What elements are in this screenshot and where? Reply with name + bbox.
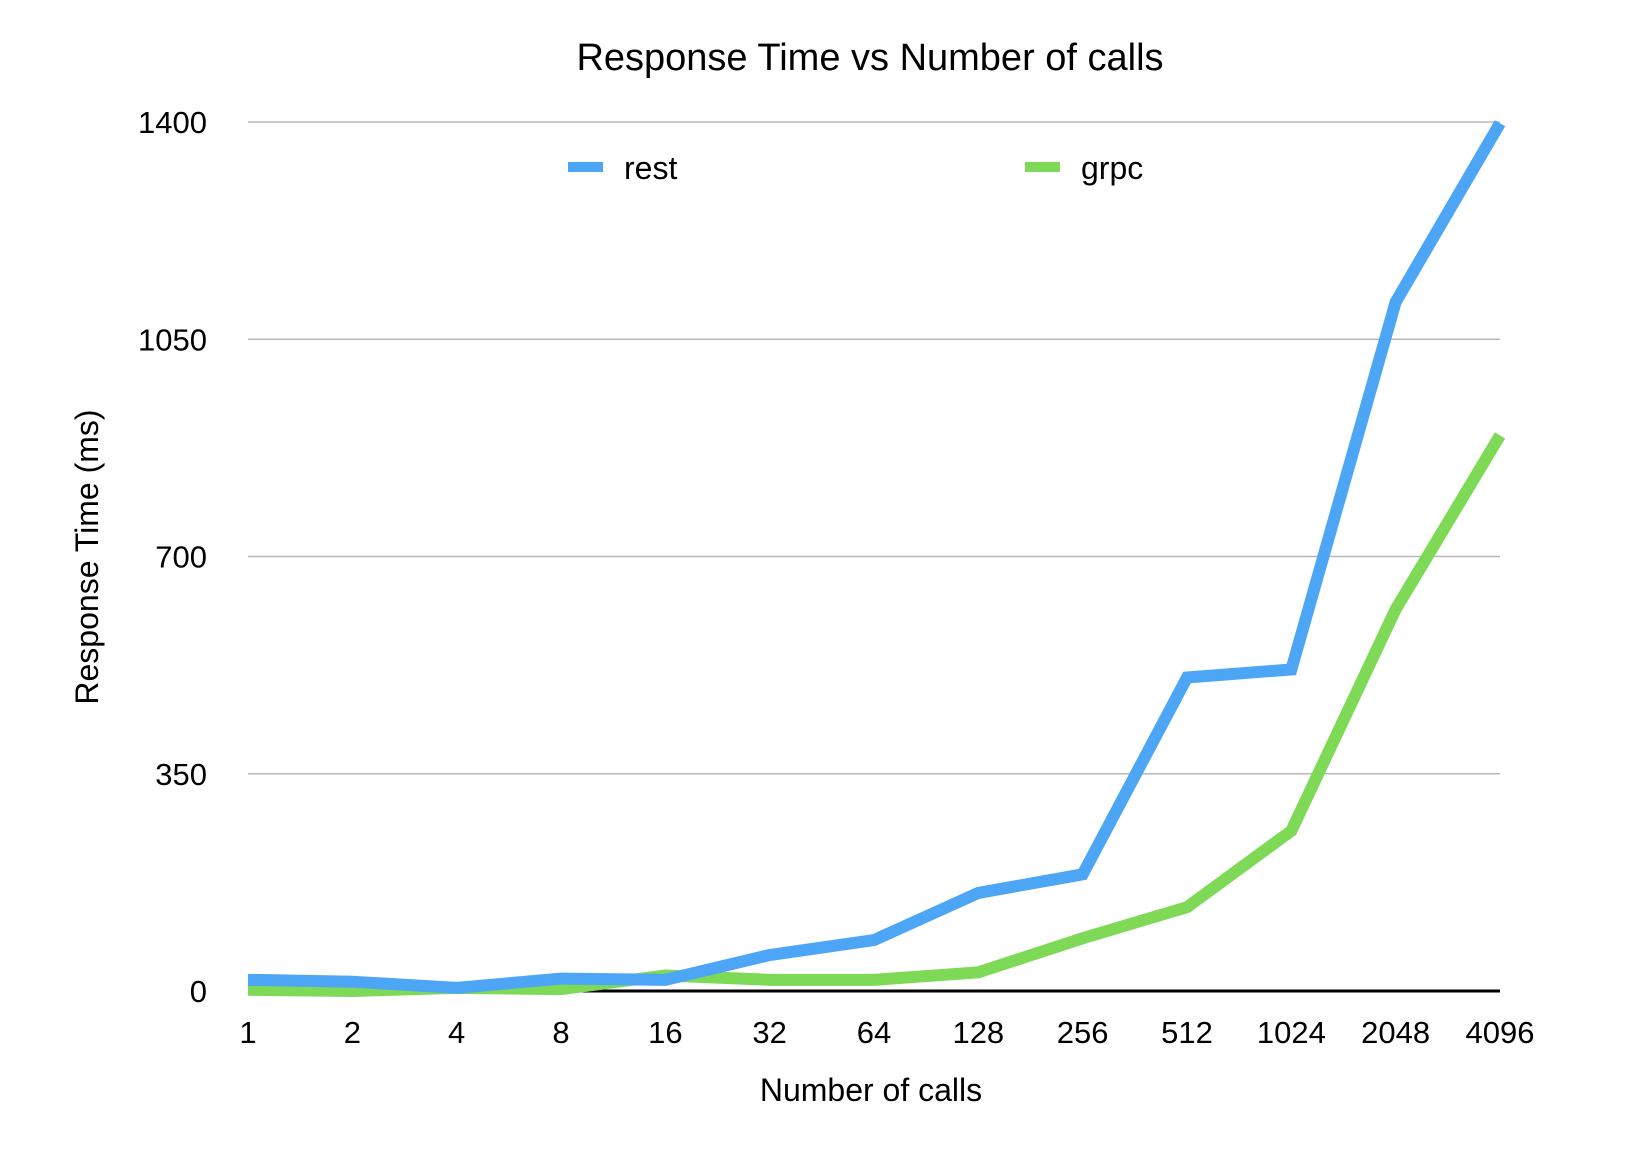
series-line-rest	[247, 120, 1506, 994]
x-axis-ticks: 1 2 4 8 16 32 64 128 256 512 1024 2048 4096	[239, 1015, 1534, 1050]
x-tick-label: 2	[344, 1015, 361, 1050]
y-tick-label: 1050	[138, 322, 207, 357]
legend: rest grpc	[568, 150, 1143, 186]
series-line-grpc	[247, 432, 1506, 998]
y-tick-label: 0	[190, 974, 207, 1009]
y-axis-ticks: 0 350 700 1050 1400	[138, 105, 207, 1009]
x-tick-label: 128	[952, 1015, 1004, 1050]
x-axis-title: Number of calls	[760, 1072, 982, 1108]
x-tick-label: 16	[648, 1015, 682, 1050]
x-tick-label: 1024	[1257, 1015, 1326, 1050]
x-tick-label: 4	[448, 1015, 465, 1050]
series-lines	[247, 120, 1506, 998]
x-tick-label: 1	[239, 1015, 256, 1050]
x-tick-label: 4096	[1466, 1015, 1535, 1050]
x-tick-label: 32	[752, 1015, 786, 1050]
y-tick-label: 1400	[138, 105, 207, 140]
y-axis-title: Response Time (ms)	[69, 409, 105, 704]
y-tick-label: 700	[155, 540, 207, 575]
x-tick-label: 8	[552, 1015, 569, 1050]
legend-label-rest: rest	[624, 150, 677, 186]
x-tick-label: 64	[857, 1015, 891, 1050]
chart-title: Response Time vs Number of calls	[576, 37, 1163, 79]
gridlines	[248, 121, 1500, 993]
x-tick-label: 512	[1161, 1015, 1213, 1050]
legend-label-grpc: grpc	[1081, 150, 1143, 186]
x-tick-label: 256	[1057, 1015, 1109, 1050]
y-tick-label: 350	[155, 757, 207, 792]
x-tick-label: 2048	[1361, 1015, 1430, 1050]
